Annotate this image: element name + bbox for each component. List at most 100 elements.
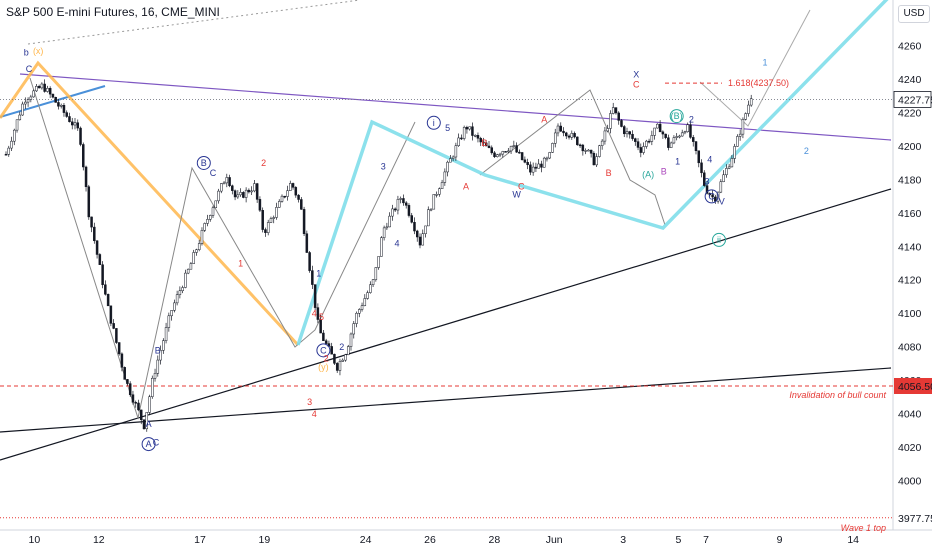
candle-body bbox=[4, 153, 8, 156]
candle-body bbox=[587, 149, 590, 152]
wave-label: 1 bbox=[316, 268, 321, 278]
candle-body bbox=[628, 131, 632, 135]
candle-body bbox=[518, 151, 521, 154]
candle-body bbox=[545, 157, 549, 160]
invalidation-note: Invalidation of bull count bbox=[789, 390, 886, 400]
wave-label-circle bbox=[426, 115, 441, 130]
candle-body bbox=[134, 402, 137, 404]
candle-body bbox=[691, 137, 695, 142]
orange-swing-line bbox=[0, 60, 300, 347]
candle-body bbox=[220, 183, 223, 192]
candle-body bbox=[606, 128, 609, 132]
candle-body bbox=[689, 124, 692, 138]
projection-thin-path bbox=[699, 9, 811, 127]
wave-label: i bbox=[433, 118, 435, 128]
candle-body bbox=[311, 270, 314, 285]
candle-body bbox=[468, 126, 471, 130]
candle-body bbox=[391, 208, 394, 217]
candle-body bbox=[440, 182, 444, 189]
candle-body bbox=[228, 177, 231, 187]
candle-body bbox=[65, 112, 68, 117]
candle-body bbox=[738, 133, 742, 137]
candle-body bbox=[465, 127, 469, 130]
wave-label: 4 bbox=[312, 409, 317, 419]
wave-label: B bbox=[481, 138, 487, 148]
candle-body bbox=[631, 133, 634, 139]
x-tick-label: 28 bbox=[489, 534, 501, 546]
x-tick-label: Jun bbox=[546, 534, 563, 546]
candle-body bbox=[482, 141, 485, 144]
candle-body bbox=[170, 310, 173, 317]
wave-label: 4 bbox=[877, 0, 882, 1]
short-blue-line bbox=[0, 85, 106, 118]
candle-body bbox=[520, 152, 524, 161]
candle-body bbox=[402, 198, 405, 204]
candle-body bbox=[744, 113, 747, 120]
candle-body bbox=[164, 327, 168, 341]
candle-body bbox=[300, 199, 303, 210]
candle-body bbox=[277, 201, 281, 208]
y-tick-label: 4200 bbox=[898, 141, 922, 153]
candle-body bbox=[722, 174, 725, 182]
candle-body bbox=[669, 142, 673, 148]
candle-body bbox=[703, 172, 706, 186]
candle-body bbox=[565, 132, 568, 137]
candle-body bbox=[457, 137, 460, 146]
candle-body bbox=[413, 222, 416, 232]
wave-label: C bbox=[633, 79, 640, 89]
candle-body bbox=[159, 350, 162, 361]
candle-body bbox=[208, 215, 212, 220]
candle-body bbox=[137, 402, 140, 411]
currency-button[interactable]: USD bbox=[898, 5, 930, 23]
wave-label: 2 bbox=[689, 114, 694, 124]
candle-body bbox=[93, 226, 96, 242]
candle-body bbox=[15, 119, 19, 131]
candle-body bbox=[123, 367, 126, 380]
candle-body bbox=[258, 199, 262, 211]
candle-body bbox=[366, 292, 369, 299]
invalidation-badge: 4056.50 bbox=[898, 381, 932, 393]
wave-label: b bbox=[24, 48, 29, 58]
candle-body bbox=[162, 340, 165, 351]
candle-body bbox=[429, 208, 433, 211]
candle-body bbox=[600, 140, 604, 146]
wave-label: C bbox=[210, 168, 217, 178]
candle-body bbox=[352, 323, 356, 335]
candle-body bbox=[48, 88, 52, 95]
candle-body bbox=[636, 141, 640, 148]
candle-body bbox=[291, 183, 295, 188]
invalidation-badge-bg bbox=[894, 377, 932, 394]
candle-body bbox=[145, 412, 149, 430]
candle-body bbox=[708, 193, 712, 196]
y-tick-label: 4240 bbox=[898, 74, 922, 86]
candle-body bbox=[59, 104, 63, 107]
dotted-channel-line bbox=[27, 0, 361, 45]
candle-body bbox=[13, 129, 16, 142]
wave-label: C bbox=[708, 191, 715, 201]
wave1-top-badge: 3977.75 bbox=[898, 513, 932, 525]
wave-label: 2 bbox=[261, 158, 266, 168]
candle-body bbox=[233, 190, 237, 198]
candle-body bbox=[211, 207, 215, 216]
candle-body bbox=[675, 136, 678, 138]
candle-body bbox=[294, 187, 298, 196]
candle-body bbox=[269, 218, 273, 223]
candle-body bbox=[26, 99, 30, 103]
x-tick-label: 19 bbox=[259, 534, 271, 546]
candle-body bbox=[330, 346, 333, 355]
candle-body bbox=[476, 135, 480, 139]
candle-body bbox=[225, 177, 229, 184]
candle-body bbox=[496, 154, 499, 158]
candle-body bbox=[109, 305, 113, 324]
candle-body bbox=[73, 122, 77, 126]
candle-body bbox=[131, 394, 135, 403]
candle-body bbox=[349, 333, 353, 347]
wave-label: 4 bbox=[394, 238, 399, 248]
candle-body bbox=[313, 284, 317, 308]
wave-label: 3 bbox=[307, 397, 312, 407]
wave-label: W bbox=[512, 190, 521, 200]
wave-label: 2 bbox=[339, 342, 344, 352]
candle-body bbox=[435, 194, 438, 196]
wave-label-circle bbox=[141, 437, 156, 452]
